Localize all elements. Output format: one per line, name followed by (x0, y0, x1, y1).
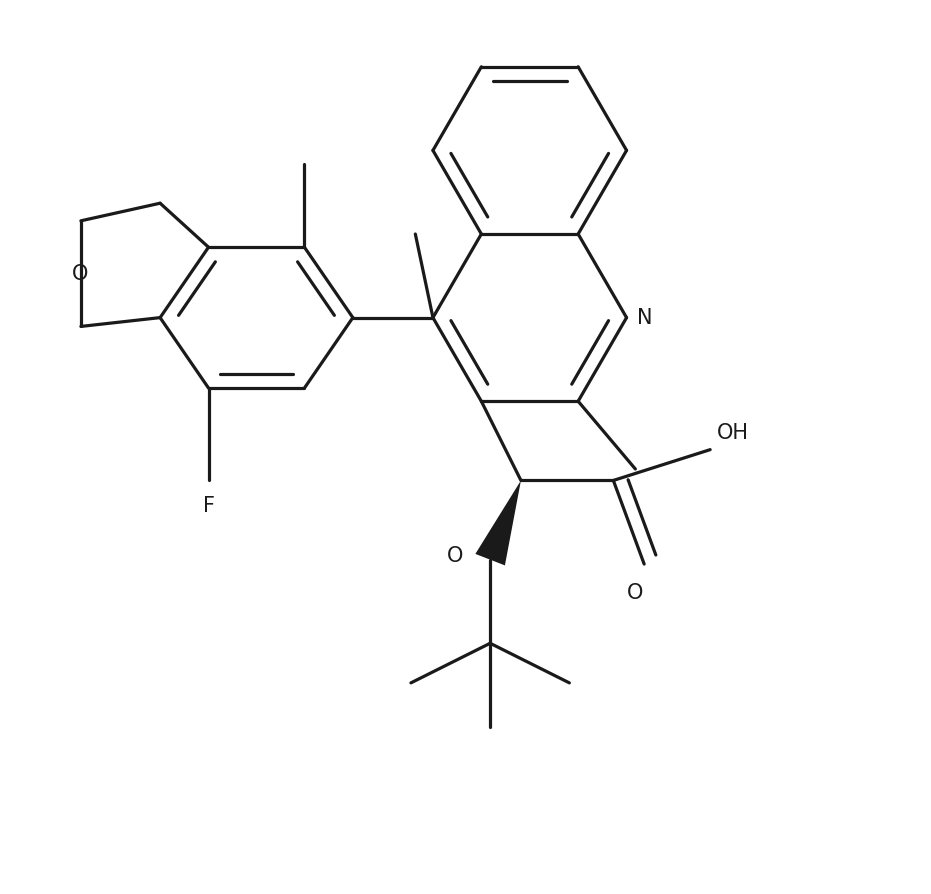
Text: O: O (448, 546, 464, 566)
Text: N: N (637, 308, 653, 327)
Text: OH: OH (717, 423, 749, 443)
Text: F: F (203, 496, 214, 517)
Polygon shape (476, 480, 521, 565)
Text: O: O (72, 264, 88, 283)
Text: O: O (627, 584, 643, 603)
